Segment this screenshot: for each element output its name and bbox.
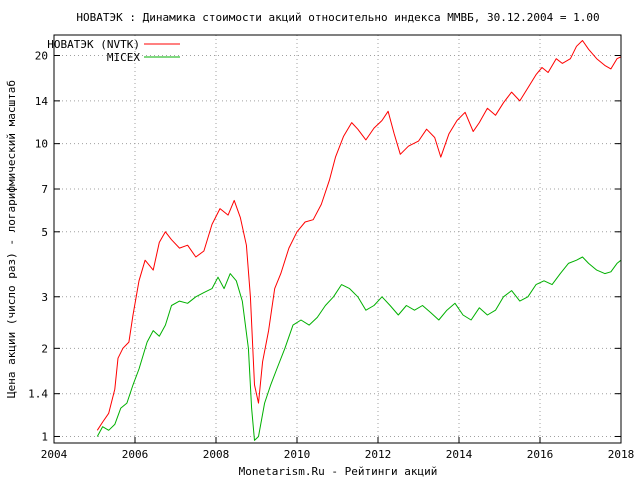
grid xyxy=(53,35,622,443)
x-tick-label: 2010 xyxy=(284,448,311,461)
y-tick-label: 5 xyxy=(41,226,48,239)
plot-frame xyxy=(53,34,622,444)
x-tick-label: 2004 xyxy=(41,448,68,461)
x-tick-label: 2008 xyxy=(203,448,230,461)
chart-title: НОВАТЭК : Динамика стоимости акций относ… xyxy=(76,11,599,24)
y-tick-label: 2 xyxy=(41,342,48,355)
plot-lines xyxy=(96,40,622,441)
y-tick-label: 20 xyxy=(35,50,48,63)
series-line-micex xyxy=(96,256,622,441)
legend: НОВАТЭК (NVTK) MICEX xyxy=(47,38,180,64)
x-tick-label: 2012 xyxy=(365,448,392,461)
y-tick-label: 14 xyxy=(35,95,49,108)
x-tick-label: 2006 xyxy=(122,448,149,461)
y-axis-label: Цена акции (число раз) - логарифмический… xyxy=(5,80,18,398)
y-tick-label: 1 xyxy=(41,430,48,443)
x-tick-label: 2014 xyxy=(446,448,473,461)
series-line-nvtk xyxy=(96,40,622,431)
legend-label-nvtk: НОВАТЭК (NVTK) xyxy=(47,38,140,51)
y-tick-labels: 1 1.4 2 3 5 7 10 14 20 xyxy=(28,50,48,444)
y-tick-label: 10 xyxy=(35,138,48,151)
legend-label-micex: MICEX xyxy=(107,51,140,64)
y-tick-label: 3 xyxy=(41,291,48,304)
x-tick-label: 2018 xyxy=(608,448,635,461)
y-tick-label: 7 xyxy=(41,183,48,196)
x-tick-labels: 2004 2006 2008 2010 2012 2014 2016 2018 xyxy=(41,448,635,461)
x-tick-label: 2016 xyxy=(527,448,554,461)
x-axis-label: Monetarism.Ru - Рейтинги акций xyxy=(239,465,438,478)
y-tick-label: 1.4 xyxy=(28,388,48,401)
